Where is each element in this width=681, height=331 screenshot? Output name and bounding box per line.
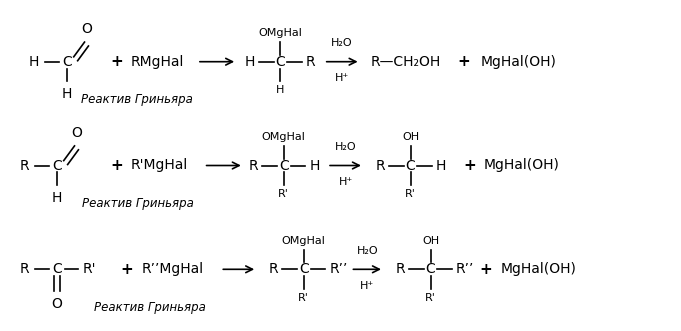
Text: R': R' [425,293,436,303]
Text: H⁺: H⁺ [338,177,353,187]
Text: C: C [279,159,289,172]
Text: R’’: R’’ [330,262,347,276]
Text: +: + [479,262,492,277]
Text: R: R [269,262,279,276]
Text: MgHal(OH): MgHal(OH) [484,159,560,172]
Text: H₂O: H₂O [334,142,356,152]
Text: RMgHal: RMgHal [130,55,184,69]
Text: R': R' [405,189,416,199]
Text: Реактив Гриньяра: Реактив Гриньяра [94,301,206,314]
Text: R: R [306,55,315,69]
Text: +: + [110,158,123,173]
Text: H: H [52,191,62,205]
Text: OMgHal: OMgHal [282,236,326,246]
Text: C: C [426,262,435,276]
Text: +: + [110,54,123,69]
Text: C: C [276,55,285,69]
Text: R': R' [279,189,289,199]
Text: R': R' [298,293,309,303]
Text: Реактив Гриньяра: Реактив Гриньяра [82,197,194,210]
Text: R': R' [82,262,96,276]
Text: MgHal(OH): MgHal(OH) [501,262,577,276]
Text: R'MgHal: R'MgHal [130,159,187,172]
Text: OMgHal: OMgHal [259,28,302,38]
Text: H: H [276,85,285,95]
Text: MgHal(OH): MgHal(OH) [481,55,556,69]
Text: OH: OH [422,236,439,246]
Text: R—CH₂OH: R—CH₂OH [370,55,441,69]
Text: +: + [458,54,471,69]
Text: C: C [62,55,72,69]
Text: H₂O: H₂O [356,246,378,256]
Text: H: H [244,55,255,69]
Text: OMgHal: OMgHal [262,132,306,142]
Text: H₂O: H₂O [332,38,353,48]
Text: Реактив Гриньяра: Реактив Гриньяра [81,93,193,106]
Text: +: + [463,158,476,173]
Text: H⁺: H⁺ [335,73,349,83]
Text: H: H [309,159,319,172]
Text: C: C [52,262,62,276]
Text: OH: OH [402,132,419,142]
Text: H⁺: H⁺ [360,281,375,291]
Text: C: C [406,159,415,172]
Text: O: O [71,126,82,140]
Text: R’’MgHal: R’’MgHal [141,262,204,276]
Text: +: + [121,262,133,277]
Text: H: H [436,159,447,172]
Text: R: R [20,159,29,172]
Text: H: H [62,87,72,101]
Text: C: C [52,159,62,172]
Text: C: C [299,262,308,276]
Text: R: R [375,159,385,172]
Text: R: R [396,262,405,276]
Text: H: H [29,55,39,69]
Text: R: R [20,262,29,276]
Text: O: O [81,22,92,36]
Text: R’’: R’’ [456,262,475,276]
Text: O: O [52,297,62,311]
Text: R: R [249,159,258,172]
